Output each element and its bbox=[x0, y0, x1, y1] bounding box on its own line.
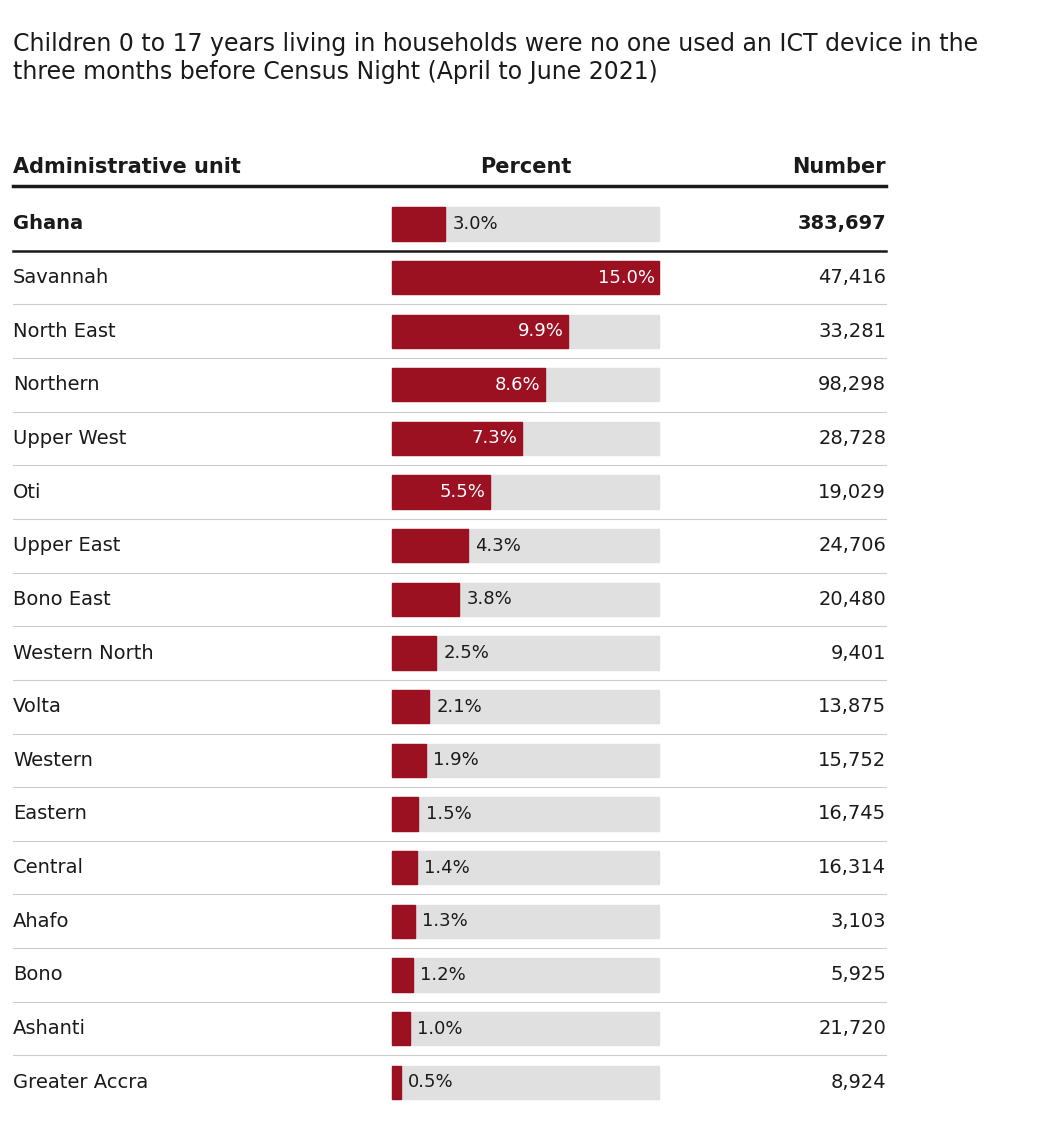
Bar bbox=[391, 1012, 659, 1045]
Text: Ghana: Ghana bbox=[13, 215, 83, 234]
Bar bbox=[391, 690, 429, 723]
Bar bbox=[391, 368, 545, 401]
Bar bbox=[391, 905, 415, 938]
Text: North East: North East bbox=[13, 322, 116, 341]
Text: Number: Number bbox=[792, 157, 886, 176]
Text: 47,416: 47,416 bbox=[819, 268, 886, 287]
Text: 1.3%: 1.3% bbox=[422, 912, 467, 930]
Text: 7.3%: 7.3% bbox=[472, 429, 517, 447]
Text: 5,925: 5,925 bbox=[830, 965, 886, 984]
Bar bbox=[391, 314, 569, 348]
Bar bbox=[391, 368, 659, 401]
Text: Central: Central bbox=[13, 858, 84, 877]
Text: 1.0%: 1.0% bbox=[417, 1019, 462, 1037]
Bar bbox=[391, 905, 659, 938]
Bar bbox=[391, 958, 414, 991]
Bar bbox=[391, 476, 490, 508]
Text: 5.5%: 5.5% bbox=[440, 484, 485, 501]
Text: Western: Western bbox=[13, 750, 93, 770]
Text: Oti: Oti bbox=[13, 483, 41, 502]
Text: Upper West: Upper West bbox=[13, 429, 127, 447]
Text: 24,706: 24,706 bbox=[819, 537, 886, 555]
Text: 9,401: 9,401 bbox=[830, 644, 886, 662]
Text: 1.2%: 1.2% bbox=[420, 966, 466, 984]
Text: Children 0 to 17 years living in households were no one used an ICT device in th: Children 0 to 17 years living in househo… bbox=[13, 33, 978, 84]
Text: 15,752: 15,752 bbox=[818, 750, 886, 770]
Bar bbox=[391, 636, 659, 670]
Text: 13,875: 13,875 bbox=[818, 697, 886, 716]
Bar bbox=[391, 207, 445, 241]
Text: 33,281: 33,281 bbox=[819, 322, 886, 341]
Text: 1.9%: 1.9% bbox=[433, 751, 479, 770]
Text: 2.5%: 2.5% bbox=[443, 644, 490, 662]
Bar bbox=[391, 851, 417, 885]
Bar bbox=[391, 314, 659, 348]
Bar bbox=[391, 476, 659, 508]
Bar bbox=[391, 744, 659, 777]
Bar bbox=[391, 851, 659, 885]
Text: 21,720: 21,720 bbox=[819, 1019, 886, 1038]
Text: 28,728: 28,728 bbox=[819, 429, 886, 447]
Text: Northern: Northern bbox=[13, 375, 99, 394]
Text: 20,480: 20,480 bbox=[819, 590, 886, 609]
Text: 0.5%: 0.5% bbox=[408, 1074, 454, 1092]
Bar bbox=[391, 636, 437, 670]
Bar bbox=[391, 421, 522, 455]
Bar bbox=[391, 1012, 409, 1045]
Bar bbox=[391, 261, 659, 294]
Text: 8.6%: 8.6% bbox=[495, 376, 540, 394]
Bar bbox=[391, 583, 460, 616]
Text: 3,103: 3,103 bbox=[830, 912, 886, 931]
Text: Volta: Volta bbox=[13, 697, 62, 716]
Text: 8,924: 8,924 bbox=[830, 1072, 886, 1092]
Bar bbox=[391, 798, 419, 831]
Text: Ahafo: Ahafo bbox=[13, 912, 70, 931]
Text: 16,745: 16,745 bbox=[818, 805, 886, 824]
Bar bbox=[391, 421, 659, 455]
Text: 3.0%: 3.0% bbox=[453, 215, 498, 233]
Text: 383,697: 383,697 bbox=[798, 215, 886, 234]
Text: Percent: Percent bbox=[480, 157, 571, 176]
Text: 98,298: 98,298 bbox=[819, 375, 886, 394]
Bar bbox=[391, 583, 659, 616]
Text: Ashanti: Ashanti bbox=[13, 1019, 87, 1038]
Bar bbox=[391, 690, 659, 723]
Text: Bono East: Bono East bbox=[13, 590, 111, 609]
Text: 3.8%: 3.8% bbox=[466, 590, 513, 608]
Text: 1.5%: 1.5% bbox=[425, 805, 472, 823]
Bar bbox=[391, 529, 468, 563]
Text: 9.9%: 9.9% bbox=[518, 322, 563, 340]
Bar bbox=[391, 744, 425, 777]
Text: Bono: Bono bbox=[13, 965, 62, 984]
Text: 16,314: 16,314 bbox=[819, 858, 886, 877]
Text: Savannah: Savannah bbox=[13, 268, 110, 287]
Bar bbox=[391, 1066, 401, 1098]
Text: 1.4%: 1.4% bbox=[424, 859, 469, 877]
Text: Eastern: Eastern bbox=[13, 805, 87, 824]
Text: Western North: Western North bbox=[13, 644, 154, 662]
Bar bbox=[391, 1066, 659, 1098]
Bar bbox=[391, 207, 659, 241]
Text: 15.0%: 15.0% bbox=[597, 269, 654, 287]
Text: 2.1%: 2.1% bbox=[437, 697, 482, 715]
Bar bbox=[391, 958, 659, 991]
Bar bbox=[391, 529, 659, 563]
Text: Upper East: Upper East bbox=[13, 537, 120, 555]
Bar bbox=[391, 798, 659, 831]
Text: 19,029: 19,029 bbox=[819, 483, 886, 502]
Text: Administrative unit: Administrative unit bbox=[13, 157, 241, 176]
Text: 4.3%: 4.3% bbox=[476, 537, 521, 555]
Bar bbox=[391, 261, 659, 294]
Text: Greater Accra: Greater Accra bbox=[13, 1072, 149, 1092]
